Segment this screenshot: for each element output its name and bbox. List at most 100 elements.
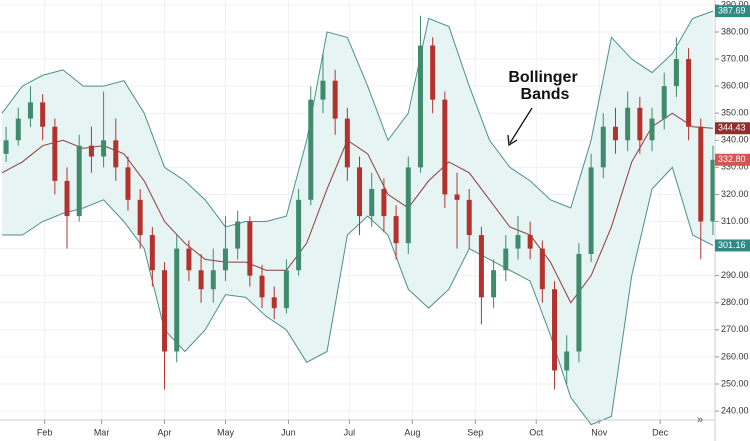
candle-body <box>344 118 350 168</box>
x-tick-label: Dec <box>652 427 669 437</box>
price-badge-label: 344.43 <box>718 123 746 133</box>
lower-band <box>2 166 714 426</box>
candle-body <box>235 221 241 249</box>
candle-body <box>503 248 509 271</box>
x-tick-label: Oct <box>529 427 544 437</box>
candle-body <box>162 270 168 352</box>
x-tick-label: Aug <box>404 427 420 437</box>
candle-body <box>466 199 472 236</box>
price-badge <box>715 239 750 252</box>
candle-body <box>271 297 277 309</box>
candle-body <box>393 216 399 244</box>
y-tick-label: 290.00 <box>721 270 749 280</box>
candle-body <box>198 270 204 290</box>
candle-body <box>405 167 411 244</box>
candle-body <box>101 140 107 157</box>
axes: 240.00250.00260.00270.00280.00290.00300.… <box>37 0 750 437</box>
candle-body <box>259 275 265 298</box>
y-tick-label: 270.00 <box>721 324 749 334</box>
y-tick-label: 260.00 <box>721 351 749 361</box>
upper-band <box>1 10 714 228</box>
y-tick-label: 320.00 <box>721 189 749 199</box>
x-tick-label: Mar <box>94 427 110 437</box>
candle-body <box>686 59 692 127</box>
candle-body <box>442 99 448 195</box>
candle-body <box>357 167 363 217</box>
candle-body <box>552 289 558 371</box>
x-tick-label: Nov <box>591 427 608 437</box>
x-tick-label: May <box>217 427 235 437</box>
x-tick-label: Jun <box>281 427 296 437</box>
candle-body <box>320 80 326 100</box>
candle-body <box>527 235 533 249</box>
candle-body <box>539 248 545 290</box>
candle-body <box>332 80 338 119</box>
candle-body <box>612 126 618 141</box>
candle-body <box>710 159 716 222</box>
candle-body <box>125 167 131 200</box>
candle-body <box>308 99 314 200</box>
candle-body <box>588 167 594 255</box>
x-tick-label: Jul <box>344 427 356 437</box>
candle-body <box>113 140 119 168</box>
candle-body <box>296 199 302 271</box>
y-tick-label: 350.00 <box>721 108 749 118</box>
candle-body <box>137 199 143 236</box>
y-tick-label: 340.00 <box>721 135 749 145</box>
candle-body <box>491 270 497 298</box>
candle-body <box>430 45 436 100</box>
y-tick-label: 380.00 <box>721 26 749 36</box>
annotation: Bollinger <box>508 69 577 86</box>
candle-body <box>174 248 180 352</box>
middle-band <box>1 112 714 304</box>
bollinger-bands <box>1 10 714 426</box>
price-badge-label: 301.16 <box>718 240 746 250</box>
x-tick-label: Feb <box>37 427 53 437</box>
candle-body <box>564 351 570 371</box>
candle-body <box>15 118 21 141</box>
candle-body <box>88 145 94 157</box>
y-tick-label: 280.00 <box>721 297 749 307</box>
annotation: Bands <box>521 86 570 103</box>
y-tick-label: 370.00 <box>721 53 749 63</box>
candle-body <box>3 140 9 154</box>
x-tick-label: Sep <box>467 427 483 437</box>
candle-body <box>661 86 667 119</box>
candle-body <box>27 102 33 119</box>
y-tick-label: 390.00 <box>721 0 749 9</box>
candle-body <box>210 270 216 290</box>
candle-body <box>673 59 679 87</box>
price-badge <box>715 153 750 166</box>
candle-body <box>515 235 521 249</box>
y-tick-label: 360.00 <box>721 80 749 90</box>
candle-body <box>369 189 375 217</box>
candle-body <box>186 248 192 271</box>
band-fill <box>2 11 713 425</box>
annotation-arrowhead <box>507 134 518 147</box>
candle-body <box>649 118 655 141</box>
candle-body <box>64 180 70 217</box>
candle-body <box>76 145 82 217</box>
candle-body <box>52 126 58 181</box>
candle-body <box>417 45 423 168</box>
annotation-arrow <box>509 107 533 144</box>
scroll-icon[interactable]: » <box>697 414 703 426</box>
candle-body <box>637 107 643 141</box>
candle-body <box>625 107 631 141</box>
candle-body <box>381 189 387 217</box>
price-badge-label: 387.69 <box>718 6 746 16</box>
candles <box>3 15 716 390</box>
candle-body <box>478 235 484 298</box>
candle-body <box>698 126 704 222</box>
candle-body <box>600 126 606 168</box>
y-tick-label: 240.00 <box>721 405 749 415</box>
y-tick-label: 310.00 <box>721 216 749 226</box>
candle-body <box>247 221 253 276</box>
x-tick-label: Apr <box>158 427 172 437</box>
candle-body <box>222 248 228 271</box>
candle-body <box>576 254 582 352</box>
candle-body <box>454 194 460 200</box>
candle-body <box>40 102 46 127</box>
price-badge <box>715 122 750 135</box>
